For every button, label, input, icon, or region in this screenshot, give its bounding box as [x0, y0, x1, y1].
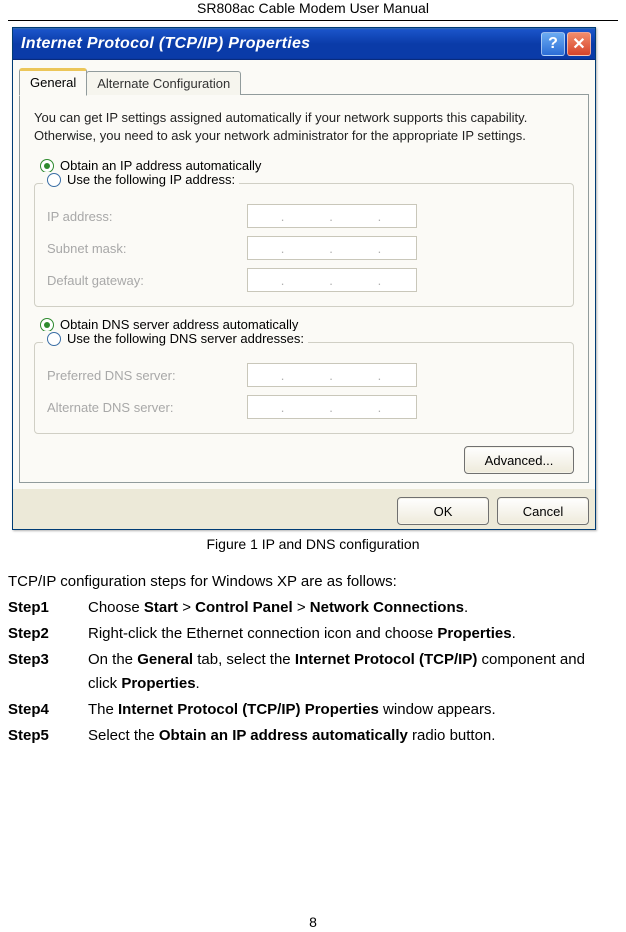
radio-label: Obtain an IP address automatically	[60, 158, 261, 173]
radio-icon	[40, 318, 54, 332]
dialog-body: General Alternate Configuration You can …	[13, 60, 595, 489]
step-4: Step4 The Internet Protocol (TCP/IP) Pro…	[8, 698, 618, 722]
tab-panel-general: You can get IP settings assigned automat…	[19, 94, 589, 483]
ip-address-label: IP address:	[47, 209, 247, 224]
step-body: Choose Start > Control Panel > Network C…	[88, 596, 618, 620]
field-ip-address: IP address: ...	[47, 204, 561, 228]
field-default-gateway: Default gateway: ...	[47, 268, 561, 292]
header-rule	[8, 20, 618, 21]
step-label: Step2	[8, 622, 88, 646]
field-preferred-dns: Preferred DNS server: ...	[47, 363, 561, 387]
radio-icon	[47, 173, 61, 187]
radio-label: Use the following IP address:	[67, 172, 235, 187]
cancel-button[interactable]: Cancel	[497, 497, 589, 525]
default-gateway-input[interactable]: ...	[247, 268, 417, 292]
dialog-buttons: OK Cancel	[13, 489, 595, 529]
doc-intro: TCP/IP configuration steps for Windows X…	[8, 570, 618, 594]
radio-obtain-ip-auto[interactable]: Obtain an IP address automatically	[40, 158, 574, 173]
alternate-dns-input[interactable]: ...	[247, 395, 417, 419]
step-body: The Internet Protocol (TCP/IP) Propertie…	[88, 698, 618, 722]
default-gateway-label: Default gateway:	[47, 273, 247, 288]
radio-use-following-dns[interactable]: Use the following DNS server addresses:	[43, 331, 308, 346]
step-body: On the General tab, select the Internet …	[88, 648, 618, 696]
step-label: Step4	[8, 698, 88, 722]
step-label: Step5	[8, 724, 88, 748]
tab-general[interactable]: General	[19, 68, 87, 96]
page-header: SR808ac Cable Modem User Manual	[0, 0, 626, 16]
step-5: Step5 Select the Obtain an IP address au…	[8, 724, 618, 748]
subnet-mask-input[interactable]: ...	[247, 236, 417, 260]
subnet-mask-label: Subnet mask:	[47, 241, 247, 256]
dns-group: Use the following DNS server addresses: …	[34, 342, 574, 434]
step-label: Step3	[8, 648, 88, 696]
alternate-dns-label: Alternate DNS server:	[47, 400, 247, 415]
step-body: Select the Obtain an IP address automati…	[88, 724, 618, 748]
radio-label: Use the following DNS server addresses:	[67, 331, 304, 346]
document-text: TCP/IP configuration steps for Windows X…	[8, 570, 618, 748]
tcpip-dialog: Internet Protocol (TCP/IP) Properties ? …	[12, 27, 596, 530]
ok-button[interactable]: OK	[397, 497, 489, 525]
intro-text: You can get IP settings assigned automat…	[34, 109, 574, 144]
advanced-button[interactable]: Advanced...	[464, 446, 574, 474]
field-subnet-mask: Subnet mask: ...	[47, 236, 561, 260]
radio-icon	[40, 159, 54, 173]
help-icon[interactable]: ?	[541, 32, 565, 56]
ip-group: Use the following IP address: IP address…	[34, 183, 574, 307]
titlebar: Internet Protocol (TCP/IP) Properties ? …	[13, 28, 595, 60]
close-icon[interactable]: ✕	[567, 32, 591, 56]
step-1: Step1 Choose Start > Control Panel > Net…	[8, 596, 618, 620]
radio-use-following-ip[interactable]: Use the following IP address:	[43, 172, 239, 187]
ip-address-input[interactable]: ...	[247, 204, 417, 228]
page-number: 8	[0, 914, 626, 930]
step-body: Right-click the Ethernet connection icon…	[88, 622, 618, 646]
radio-icon	[47, 332, 61, 346]
step-label: Step1	[8, 596, 88, 620]
field-alternate-dns: Alternate DNS server: ...	[47, 395, 561, 419]
tabs: General Alternate Configuration	[19, 68, 589, 95]
radio-obtain-dns-auto[interactable]: Obtain DNS server address automatically	[40, 317, 574, 332]
advanced-row: Advanced...	[34, 446, 574, 474]
titlebar-text: Internet Protocol (TCP/IP) Properties	[21, 35, 539, 53]
preferred-dns-label: Preferred DNS server:	[47, 368, 247, 383]
radio-label: Obtain DNS server address automatically	[60, 317, 298, 332]
tab-alternate[interactable]: Alternate Configuration	[86, 71, 241, 95]
preferred-dns-input[interactable]: ...	[247, 363, 417, 387]
figure-caption: Figure 1 IP and DNS configuration	[0, 536, 626, 552]
step-2: Step2 Right-click the Ethernet connectio…	[8, 622, 618, 646]
step-3: Step3 On the General tab, select the Int…	[8, 648, 618, 696]
